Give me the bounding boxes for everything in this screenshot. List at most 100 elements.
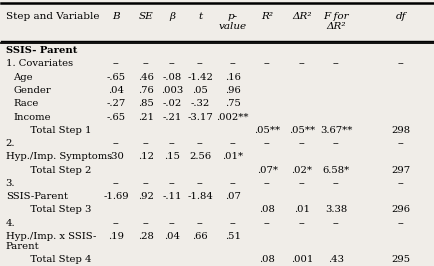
Text: --: -- [298, 139, 305, 148]
Text: .28: .28 [138, 232, 154, 241]
Text: Total Step 4: Total Step 4 [21, 255, 91, 264]
Text: --: -- [196, 59, 203, 68]
Text: .75: .75 [224, 99, 240, 108]
Text: --: -- [397, 59, 404, 68]
Text: .92: .92 [138, 192, 154, 201]
Text: -.65: -.65 [106, 113, 125, 122]
Text: --: -- [298, 59, 305, 68]
Text: -.21: -.21 [162, 113, 181, 122]
Text: .04: .04 [164, 232, 180, 241]
Text: .04: .04 [108, 86, 124, 95]
Text: --: -- [112, 59, 119, 68]
Text: .66: .66 [192, 232, 207, 241]
Text: --: -- [168, 179, 175, 188]
Text: --: -- [332, 59, 339, 68]
Text: --: -- [196, 139, 203, 148]
Text: .76: .76 [138, 86, 154, 95]
Text: .002**: .002** [216, 113, 248, 122]
Text: --: -- [332, 139, 339, 148]
Text: .08: .08 [259, 206, 275, 214]
Text: --: -- [142, 219, 149, 228]
Text: --: -- [332, 179, 339, 188]
Text: Income: Income [13, 113, 51, 122]
Text: .01*: .01* [221, 152, 243, 161]
Text: --: -- [168, 59, 175, 68]
Text: --: -- [196, 219, 203, 228]
Text: SSIS- Parent: SSIS- Parent [6, 46, 77, 55]
Text: --: -- [142, 179, 149, 188]
Text: .05**: .05** [253, 126, 279, 135]
Text: -1.69: -1.69 [103, 192, 128, 201]
Text: .16: .16 [224, 73, 240, 82]
Text: Hyp./Imp. x SSIS-
Parent: Hyp./Imp. x SSIS- Parent [6, 232, 96, 251]
Text: β: β [169, 12, 175, 20]
Text: --: -- [229, 219, 236, 228]
Text: .001: .001 [290, 255, 312, 264]
Text: .01: .01 [293, 206, 309, 214]
Text: .07: .07 [224, 192, 240, 201]
Text: --: -- [332, 219, 339, 228]
Text: .46: .46 [138, 73, 154, 82]
Text: --: -- [168, 219, 175, 228]
Text: -1.84: -1.84 [187, 192, 213, 201]
Text: B: B [112, 12, 119, 20]
Text: .08: .08 [259, 255, 275, 264]
Text: Step and Variable: Step and Variable [6, 12, 99, 20]
Text: SE: SE [138, 12, 153, 20]
Text: 1. Covariates: 1. Covariates [6, 59, 72, 68]
Text: SSIS-Parent: SSIS-Parent [6, 192, 67, 201]
Text: --: -- [263, 59, 270, 68]
Text: 3.38: 3.38 [325, 206, 347, 214]
Text: --: -- [168, 139, 175, 148]
Text: --: -- [112, 179, 119, 188]
Text: 4.: 4. [6, 219, 15, 228]
Text: .21: .21 [138, 113, 154, 122]
Text: --: -- [229, 59, 236, 68]
Text: .51: .51 [224, 232, 240, 241]
Text: --: -- [229, 139, 236, 148]
Text: .19: .19 [108, 232, 124, 241]
Text: -3.17: -3.17 [187, 113, 213, 122]
Text: -.32: -.32 [190, 99, 209, 108]
Text: .02*: .02* [291, 166, 312, 175]
Text: R²: R² [260, 12, 273, 20]
Text: Total Step 2: Total Step 2 [21, 166, 91, 175]
Text: .96: .96 [224, 86, 240, 95]
Text: .07*: .07* [256, 166, 277, 175]
Text: ΔR²: ΔR² [291, 12, 311, 20]
Text: .43: .43 [328, 255, 344, 264]
Text: -.65: -.65 [106, 73, 125, 82]
Text: Age: Age [13, 73, 33, 82]
Text: Gender: Gender [13, 86, 51, 95]
Text: Hyp./Imp. Symptoms: Hyp./Imp. Symptoms [6, 152, 112, 161]
Text: t: t [198, 12, 202, 20]
Text: --: -- [263, 179, 270, 188]
Text: .85: .85 [138, 99, 154, 108]
Text: df: df [395, 12, 405, 20]
Text: .15: .15 [164, 152, 180, 161]
Text: 297: 297 [391, 166, 410, 175]
Text: --: -- [196, 179, 203, 188]
Text: --: -- [397, 219, 404, 228]
Text: 298: 298 [391, 126, 410, 135]
Text: --: -- [142, 139, 149, 148]
Text: --: -- [263, 219, 270, 228]
Text: 3.: 3. [6, 179, 15, 188]
Text: 3.67**: 3.67** [319, 126, 352, 135]
Text: -.02: -.02 [162, 99, 181, 108]
Text: 296: 296 [391, 206, 410, 214]
Text: 295: 295 [391, 255, 410, 264]
Text: --: -- [298, 219, 305, 228]
Text: --: -- [298, 179, 305, 188]
Text: .05: .05 [192, 86, 208, 95]
Text: -.11: -.11 [162, 192, 181, 201]
Text: Total Step 3: Total Step 3 [21, 206, 91, 214]
Text: 6.58*: 6.58* [322, 166, 349, 175]
Text: -.08: -.08 [162, 73, 181, 82]
Text: 2.56: 2.56 [189, 152, 211, 161]
Text: .003: .003 [161, 86, 183, 95]
Text: --: -- [263, 139, 270, 148]
Text: --: -- [112, 139, 119, 148]
Text: p-
value: p- value [218, 12, 246, 31]
Text: --: -- [229, 179, 236, 188]
